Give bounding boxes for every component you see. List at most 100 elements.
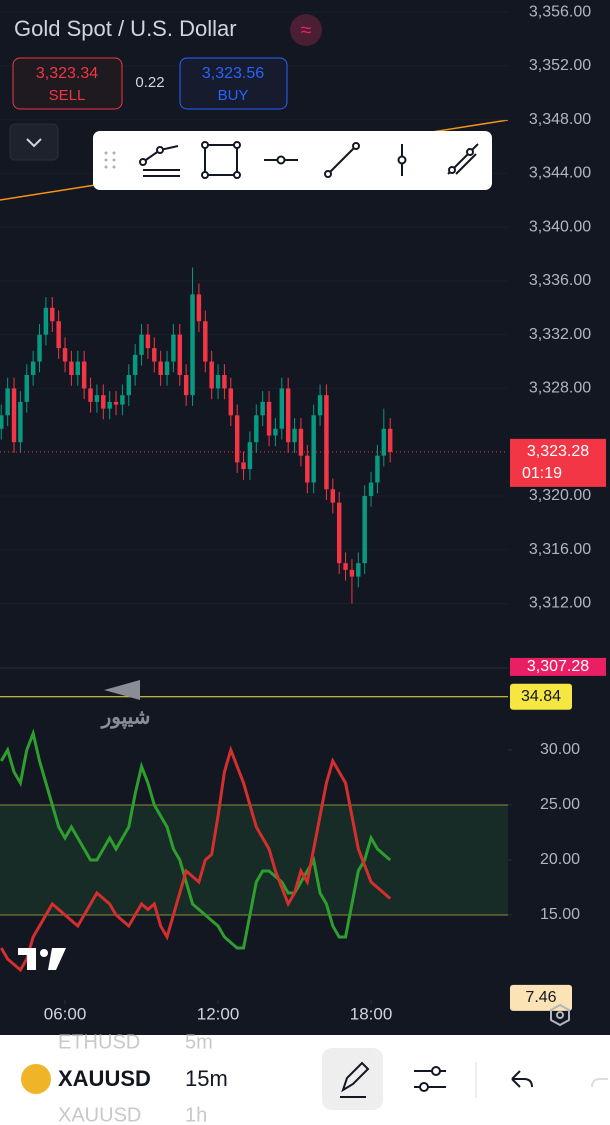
candle-body [120, 395, 125, 405]
sell-button[interactable]: 3,323.34 SELL [12, 57, 123, 110]
candle-body [18, 401, 23, 443]
candle-body [209, 361, 214, 389]
candle-body [234, 415, 240, 463]
next-symbol: XAUUSD [58, 1104, 141, 1125]
buy-button[interactable]: 3,323.56 BUY [179, 57, 288, 110]
y-tick-label: 3,344.00 [529, 165, 591, 182]
candle-body [107, 401, 112, 409]
candle-body [381, 428, 387, 456]
candle-body [37, 334, 42, 362]
candle-body [298, 428, 304, 456]
sell-price: 3,323.34 [36, 65, 98, 82]
candle-body [260, 401, 265, 416]
candle-body [279, 388, 285, 429]
fib-tool[interactable] [139, 145, 180, 177]
rectangle-tool[interactable] [201, 141, 241, 179]
candle-body [222, 374, 227, 389]
draw-button[interactable] [322, 1048, 383, 1110]
trend-line-tool[interactable] [324, 142, 360, 178]
horizontal-line-tool[interactable] [264, 155, 298, 165]
chart-layer: 3,312.00 3,316.00 3,320.00 3,328.00 3,332.00… [0, 3, 606, 1023]
candle-body [94, 395, 100, 402]
ray-tool[interactable] [447, 143, 479, 175]
indicator-line [0, 745, 392, 973]
vertical-line-tool[interactable] [397, 144, 407, 176]
candle-body [387, 428, 393, 452]
candle-body [285, 388, 291, 443]
y-tick-label: 3,320.00 [529, 487, 591, 504]
y-tick-label: 15.00 [540, 906, 580, 923]
y-tick-label: 3,316.00 [529, 541, 591, 558]
candle-body [241, 462, 246, 470]
candle-body [273, 428, 278, 436]
candle-body [30, 361, 36, 375]
candle-body [152, 348, 157, 362]
candle-body [336, 502, 342, 564]
candle-body [145, 334, 151, 349]
x-tick-label: 06:00 [44, 1004, 87, 1023]
candle-body [158, 361, 163, 375]
y-tick-label: 3,312.00 [529, 595, 591, 612]
indicator-icon[interactable] [290, 14, 322, 46]
last-price-tag [510, 438, 606, 487]
last-price-label: 3,323.28 [527, 443, 589, 460]
settings-button[interactable] [550, 1003, 570, 1027]
collapse-button[interactable] [9, 123, 59, 161]
y-tick-label: 3,352.00 [529, 57, 591, 74]
y-tick-label: 3,336.00 [529, 272, 591, 289]
candle-body [362, 495, 367, 564]
watermark-horn [104, 680, 140, 700]
indicator-line [0, 728, 392, 950]
candle-body [228, 388, 234, 416]
adjust-button[interactable] [414, 1066, 446, 1092]
candle-body [349, 569, 355, 577]
candle-body [317, 395, 323, 416]
y-tick-label: 3,328.00 [529, 380, 591, 397]
buy-price: 3,323.56 [202, 65, 264, 82]
candle-body [62, 348, 68, 362]
redo-button[interactable] [591, 1078, 608, 1088]
candle-body [324, 395, 329, 490]
candle-body [164, 361, 170, 375]
prev-symbol: ETHUSD [58, 1031, 140, 1053]
buy-label: BUY [218, 87, 249, 104]
candle-body [139, 334, 144, 355]
chevron [26, 138, 42, 148]
marker-tag [510, 984, 572, 1011]
sell-label: SELL [49, 87, 86, 104]
bottom-bar [0, 1035, 610, 1125]
candle-body [113, 401, 119, 405]
x-tick-label: 18:00 [350, 1004, 393, 1023]
candle-body [247, 442, 253, 470]
candle-body [75, 361, 81, 375]
candle-body [0, 415, 4, 429]
y-tick-label: 3,356.00 [529, 3, 591, 20]
candle-body [266, 401, 272, 436]
candle-body [196, 294, 202, 322]
candle-body [11, 388, 17, 443]
marker-label: 7.46 [525, 989, 556, 1006]
candle-body [343, 563, 348, 570]
watermark: شیپور [100, 706, 151, 729]
candle-body [368, 482, 374, 496]
symbol[interactable]: XAUUSD [58, 1066, 151, 1091]
candle-body [88, 388, 93, 402]
drawing-toolbar [93, 131, 492, 190]
sell-box [12, 57, 123, 110]
candle-body [101, 395, 106, 409]
candle-body [292, 428, 297, 443]
collapse-box [9, 123, 59, 161]
spread: 0.22 [135, 74, 164, 91]
interval[interactable]: 15m [185, 1066, 228, 1091]
candle-body [50, 307, 55, 322]
y-tick-label: 25.00 [540, 796, 580, 813]
marker-label: 34.84 [521, 688, 561, 705]
candle-body [132, 354, 138, 375]
countdown: 01:19 [522, 465, 562, 482]
candle-body [203, 321, 208, 362]
undo-button[interactable] [511, 1070, 533, 1088]
candle-body [183, 374, 189, 396]
candle-body [177, 334, 183, 375]
y-tick-label: 3,348.00 [529, 111, 591, 128]
